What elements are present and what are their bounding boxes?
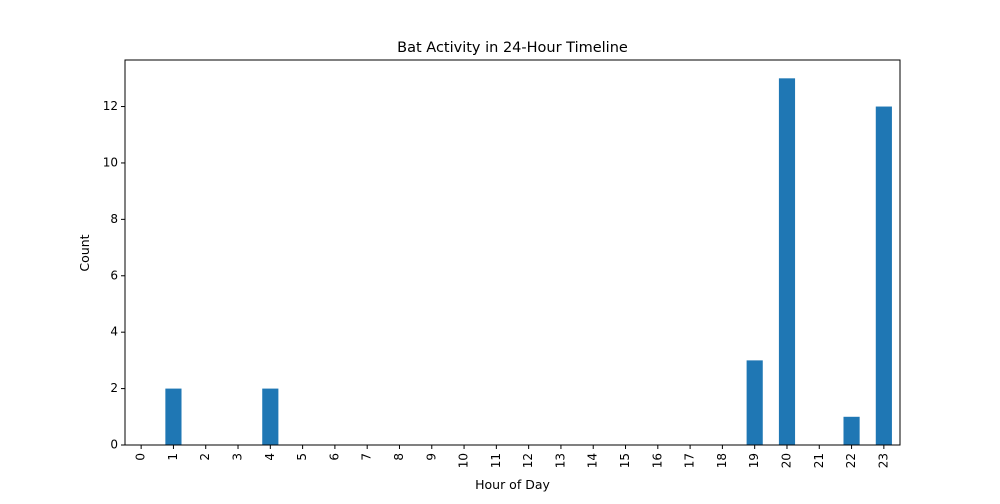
- x-tick-label-1: 1: [166, 453, 180, 461]
- y-tick-label-8: 8: [110, 212, 118, 226]
- y-tick-label-0: 0: [110, 438, 118, 452]
- y-tick-label-10: 10: [103, 155, 118, 169]
- x-axis-label: Hour of Day: [475, 477, 550, 492]
- x-tick-label-22: 22: [844, 453, 858, 468]
- y-tick-label-2: 2: [110, 381, 118, 395]
- plot-area: 0 1 2 3 4 5 6 7 8 9 10 11 12 13 14 15 16 17 18 19 20 21 22 2302…: [103, 59, 901, 468]
- bar-20: [778, 78, 796, 445]
- x-tick-label-15: 15: [618, 453, 632, 468]
- y-tick-label-12: 12: [103, 99, 118, 113]
- x-tick-label-5: 5: [295, 453, 309, 461]
- x-tick-label-11: 11: [489, 453, 503, 468]
- x-tick-label-8: 8: [392, 453, 406, 461]
- x-tick-label-0: 0: [134, 453, 148, 461]
- x-tick-label-23: 23: [876, 453, 890, 468]
- bar-1: [165, 388, 182, 445]
- bar-19: [746, 360, 763, 445]
- x-tick-label-20: 20: [779, 453, 793, 468]
- x-tick-label-6: 6: [327, 453, 341, 461]
- x-tick-label-3: 3: [231, 453, 245, 461]
- y-tick-label-4: 4: [110, 325, 118, 339]
- bar-22: [843, 416, 860, 445]
- x-tick-label-18: 18: [715, 453, 729, 468]
- x-tick-label-19: 19: [747, 453, 761, 468]
- x-tick-label-4: 4: [263, 453, 277, 461]
- x-tick-label-9: 9: [424, 453, 438, 461]
- bar-4: [262, 388, 279, 445]
- x-tick-label-21: 21: [812, 453, 826, 468]
- bar-23: [875, 106, 892, 445]
- y-tick-label-6: 6: [110, 268, 118, 282]
- x-tick-label-7: 7: [360, 453, 374, 461]
- x-tick-label-14: 14: [586, 453, 600, 468]
- chart-title: Bat Activity in 24-Hour Timeline: [397, 40, 628, 56]
- x-tick-label-13: 13: [553, 453, 567, 468]
- x-tick-label-10: 10: [457, 453, 471, 468]
- axes-frame: [124, 59, 901, 446]
- x-tick-label-2: 2: [198, 453, 212, 461]
- x-tick-label-12: 12: [521, 453, 535, 468]
- y-axis-label: Count: [77, 234, 92, 271]
- x-tick-label-16: 16: [650, 453, 664, 468]
- x-tick-label-17: 17: [683, 453, 697, 468]
